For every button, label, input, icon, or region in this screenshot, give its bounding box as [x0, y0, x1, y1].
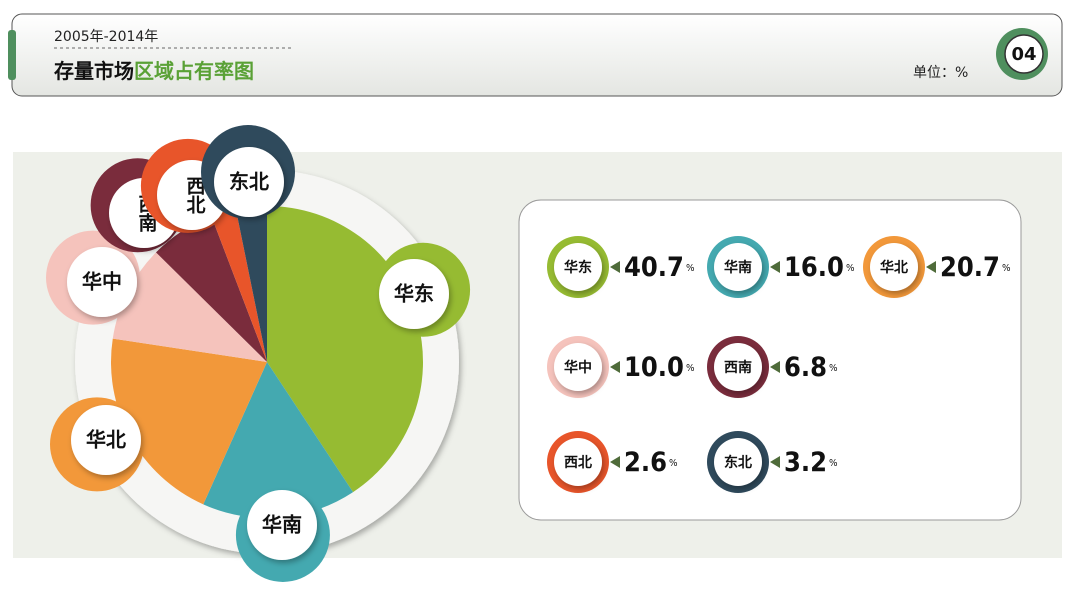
value-label: 40.7 [624, 252, 684, 283]
legend-arrow [770, 261, 780, 273]
legend-bubble [870, 243, 918, 291]
value-label: 10.0 [624, 352, 684, 383]
value-suffix: % [669, 458, 678, 469]
label-bubble [71, 405, 141, 475]
legend-arrow [610, 261, 620, 273]
legend-value: 2.6% [624, 447, 678, 478]
legend-label: 华东 [564, 259, 592, 276]
pie-slice [156, 216, 267, 362]
pie-slice [211, 209, 267, 362]
label-bubble [67, 247, 137, 317]
badge [1004, 34, 1044, 74]
value-label: 16.0 [784, 252, 844, 283]
legend-arrow [770, 456, 780, 468]
value-suffix: % [829, 458, 838, 469]
value-suffix: % [1002, 263, 1011, 274]
label-bubble [247, 490, 317, 560]
label-bubble [379, 259, 449, 329]
value-label: 3.2 [784, 447, 827, 478]
value-suffix: % [686, 363, 695, 374]
value-suffix: % [686, 263, 695, 274]
legend-bubble [554, 343, 602, 391]
value-suffix: % [829, 363, 838, 374]
title-part: 区域占有率图 [134, 59, 254, 83]
value-label: 20.7 [940, 252, 1000, 283]
legend-bubble [714, 343, 762, 391]
legend-arrow [610, 361, 620, 373]
unit-label: 单位：% [913, 65, 968, 81]
pie-label: 东北 [229, 170, 269, 194]
legend-value: 6.8% [784, 352, 838, 383]
pie-slice [111, 338, 267, 505]
legend-value: 16.0% [784, 252, 855, 283]
period: 2005年-2014年 [54, 29, 158, 45]
pie-label: 华东 [394, 282, 434, 306]
legend-bubble [554, 438, 602, 486]
pie-label: 华南 [262, 513, 302, 537]
legend-label: 东北 [724, 454, 752, 471]
chart-title: 存量市场区域占有率图 [54, 59, 254, 83]
page-number: 04 [1011, 44, 1036, 65]
legend-arrow [610, 456, 620, 468]
header-box [11, 13, 1063, 97]
value-label: 2.6 [624, 447, 667, 478]
header-accent [8, 30, 16, 80]
legend-label: 西北 [564, 455, 592, 471]
value-suffix: % [846, 263, 855, 274]
legend-arrow [926, 261, 936, 273]
pie-label: 西北 [184, 176, 206, 214]
legend-label: 华南 [724, 259, 752, 276]
title-part: 存量市场 [54, 59, 134, 83]
legend-bubble [554, 243, 602, 291]
legend-label: 华中 [564, 359, 592, 376]
legend-label: 西南 [724, 359, 752, 376]
legend-value: 40.7% [624, 252, 695, 283]
pie-label: 华北 [86, 428, 126, 452]
legend-value: 3.2% [784, 447, 838, 478]
pie-slice [235, 206, 267, 362]
value-label: 6.8 [784, 352, 827, 383]
legend-bubble [714, 243, 762, 291]
pie-label: 华中 [82, 270, 122, 294]
legend-bubble [714, 438, 762, 486]
legend-value: 10.0% [624, 352, 695, 383]
label-bubble [214, 147, 284, 217]
legend-label: 华北 [880, 259, 908, 276]
legend-value: 20.7% [940, 252, 1011, 283]
pie-slice [112, 252, 267, 362]
pie [111, 206, 424, 518]
legend: 华东 40.7% 华南 16.0% 华北 20.7 % 华中 10.0% 西南 6.8 % 西北 2.6%… [547, 236, 1011, 493]
pie-slice [203, 362, 354, 518]
legend-arrow [770, 361, 780, 373]
